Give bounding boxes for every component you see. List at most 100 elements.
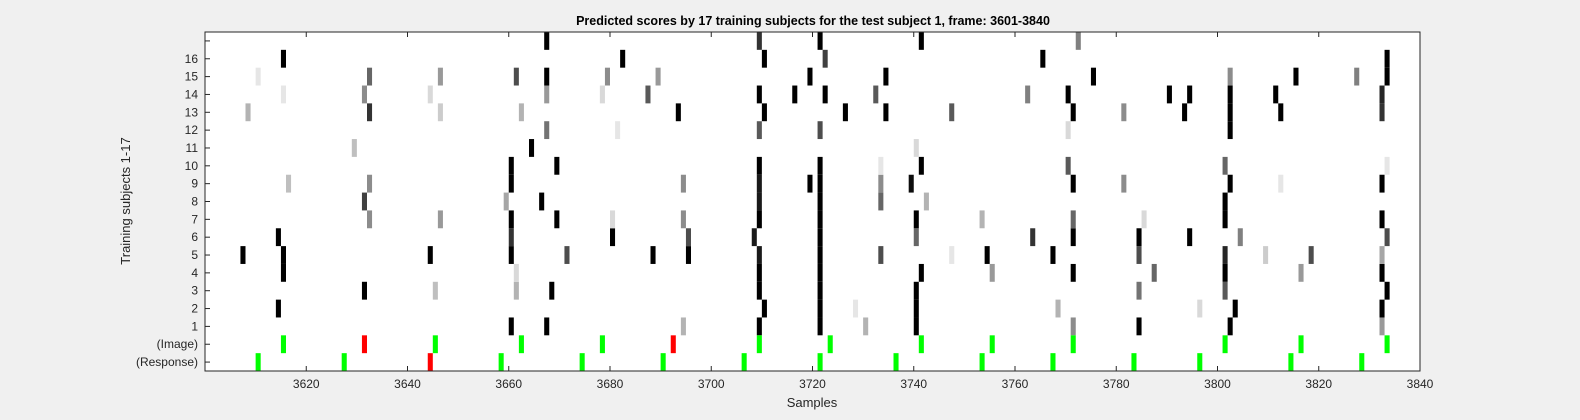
score-cell-subject-1 [1136, 317, 1142, 336]
score-cell-subject-5 [1222, 246, 1228, 264]
score-cell-subject-15 [255, 67, 261, 86]
score-cell-subject-9 [1070, 174, 1076, 193]
score-cell-subject-4 [756, 263, 762, 282]
score-cell-subject-3 [1136, 281, 1142, 300]
score-cell-subject-12 [615, 121, 621, 140]
y-tick-label: 13 [185, 105, 199, 119]
y-axis-label: Training subjects 1-17 [118, 137, 133, 264]
x-tick-label: 3620 [293, 377, 320, 391]
score-cell-subject-11 [529, 139, 535, 157]
score-cell-subject-2 [913, 299, 919, 318]
score-cell-subject-16 [280, 49, 286, 68]
score-cell-subject-6 [1070, 228, 1076, 247]
score-cell-subject-14 [1187, 85, 1193, 104]
score-cell-subject-17 [544, 32, 550, 50]
score-cell-subject-10 [554, 156, 560, 175]
score-cell-subject-13 [761, 103, 767, 122]
score-cell-subject-6 [685, 228, 691, 247]
score-cell-subject-4 [1151, 263, 1157, 282]
score-cell-subject-2 [853, 299, 859, 318]
x-tick-label: 3760 [1002, 377, 1029, 391]
score-cell-subject-14 [427, 85, 433, 104]
score-cell-subject-14 [822, 85, 828, 104]
x-tick-label: 3820 [1305, 377, 1332, 391]
score-cell-subject-6 [913, 228, 919, 247]
score-cell-subject-10 [508, 156, 514, 175]
image-marker-correct [827, 335, 833, 354]
score-cell-subject-5 [756, 246, 762, 264]
x-tick-label: 3700 [698, 377, 725, 391]
score-cell-subject-9 [1379, 174, 1385, 193]
x-tick-label: 3660 [495, 377, 522, 391]
image-marker-correct [1070, 335, 1076, 354]
score-cell-subject-3 [817, 281, 823, 300]
score-cell-subject-5 [1263, 246, 1269, 264]
response-marker-correct [255, 353, 261, 371]
score-cell-subject-1 [544, 317, 550, 336]
score-cell-subject-5 [564, 246, 570, 264]
score-cell-subject-15 [513, 67, 519, 86]
score-cell-subject-9 [1227, 174, 1233, 193]
score-cell-subject-1 [913, 317, 919, 336]
score-cell-subject-2 [275, 299, 281, 318]
score-cell-subject-11 [913, 139, 919, 157]
score-cell-subject-14 [599, 85, 605, 104]
score-cell-subject-5 [427, 246, 433, 264]
score-cell-subject-15 [883, 67, 889, 86]
score-cell-subject-15 [437, 67, 443, 86]
score-cell-subject-6 [751, 228, 757, 247]
score-cell-subject-10 [756, 156, 762, 175]
score-cell-subject-14 [873, 85, 879, 104]
score-cell-subject-2 [1197, 299, 1203, 318]
score-cell-subject-3 [549, 281, 555, 300]
score-cell-subject-15 [367, 67, 373, 86]
score-cell-subject-13 [1278, 103, 1284, 122]
score-cell-subject-7 [756, 210, 762, 229]
score-cell-subject-15 [807, 67, 813, 86]
score-cell-subject-15 [1227, 67, 1233, 86]
score-cell-subject-2 [1379, 299, 1385, 318]
image-marker-correct [1222, 335, 1228, 354]
score-cell-subject-1 [1227, 317, 1233, 336]
response-marker-correct [579, 353, 585, 371]
response-marker-correct [1197, 353, 1203, 371]
score-cells [240, 32, 1390, 336]
score-cell-subject-10 [817, 156, 823, 175]
score-cell-subject-3 [1222, 281, 1228, 300]
score-cell-subject-13 [437, 103, 443, 122]
score-cell-subject-3 [913, 281, 919, 300]
score-cell-subject-14 [1166, 85, 1172, 104]
score-cell-subject-9 [367, 174, 373, 193]
score-cell-subject-6 [610, 228, 616, 247]
y-tick-label: 1 [191, 319, 198, 333]
y-tick-label: (Image) [157, 337, 198, 351]
x-tick-label: 3680 [597, 377, 624, 391]
score-cell-subject-4 [1222, 263, 1228, 282]
score-cell-subject-12 [1227, 121, 1233, 140]
score-cell-subject-6 [1384, 228, 1390, 247]
score-cell-subject-5 [949, 246, 955, 264]
score-cell-subject-7 [1070, 210, 1076, 229]
score-cell-subject-5 [240, 246, 246, 264]
chart-title: Predicted scores by 17 training subjects… [576, 14, 1050, 28]
image-marker-correct [518, 335, 524, 354]
score-cell-subject-2 [817, 299, 823, 318]
score-cell-subject-5 [984, 246, 990, 264]
x-axis-label: Samples [787, 395, 838, 410]
response-marker-correct [1131, 353, 1137, 371]
score-cell-subject-2 [1055, 299, 1061, 318]
score-cell-subject-7 [437, 210, 443, 229]
score-cell-subject-14 [1065, 85, 1071, 104]
score-cell-subject-7 [508, 210, 514, 229]
score-cell-subject-15 [604, 67, 610, 86]
y-tick-label: 3 [191, 284, 198, 298]
score-cell-subject-17 [817, 32, 823, 50]
score-cell-subject-11 [351, 139, 357, 157]
x-tick-label: 3640 [394, 377, 421, 391]
y-tick-label: (Response) [136, 355, 198, 369]
score-cell-subject-7 [680, 210, 686, 229]
y-tick-label: 4 [191, 266, 198, 280]
score-cell-subject-15 [1293, 67, 1299, 86]
score-cell-subject-5 [1379, 246, 1385, 264]
score-cell-subject-14 [1025, 85, 1031, 104]
